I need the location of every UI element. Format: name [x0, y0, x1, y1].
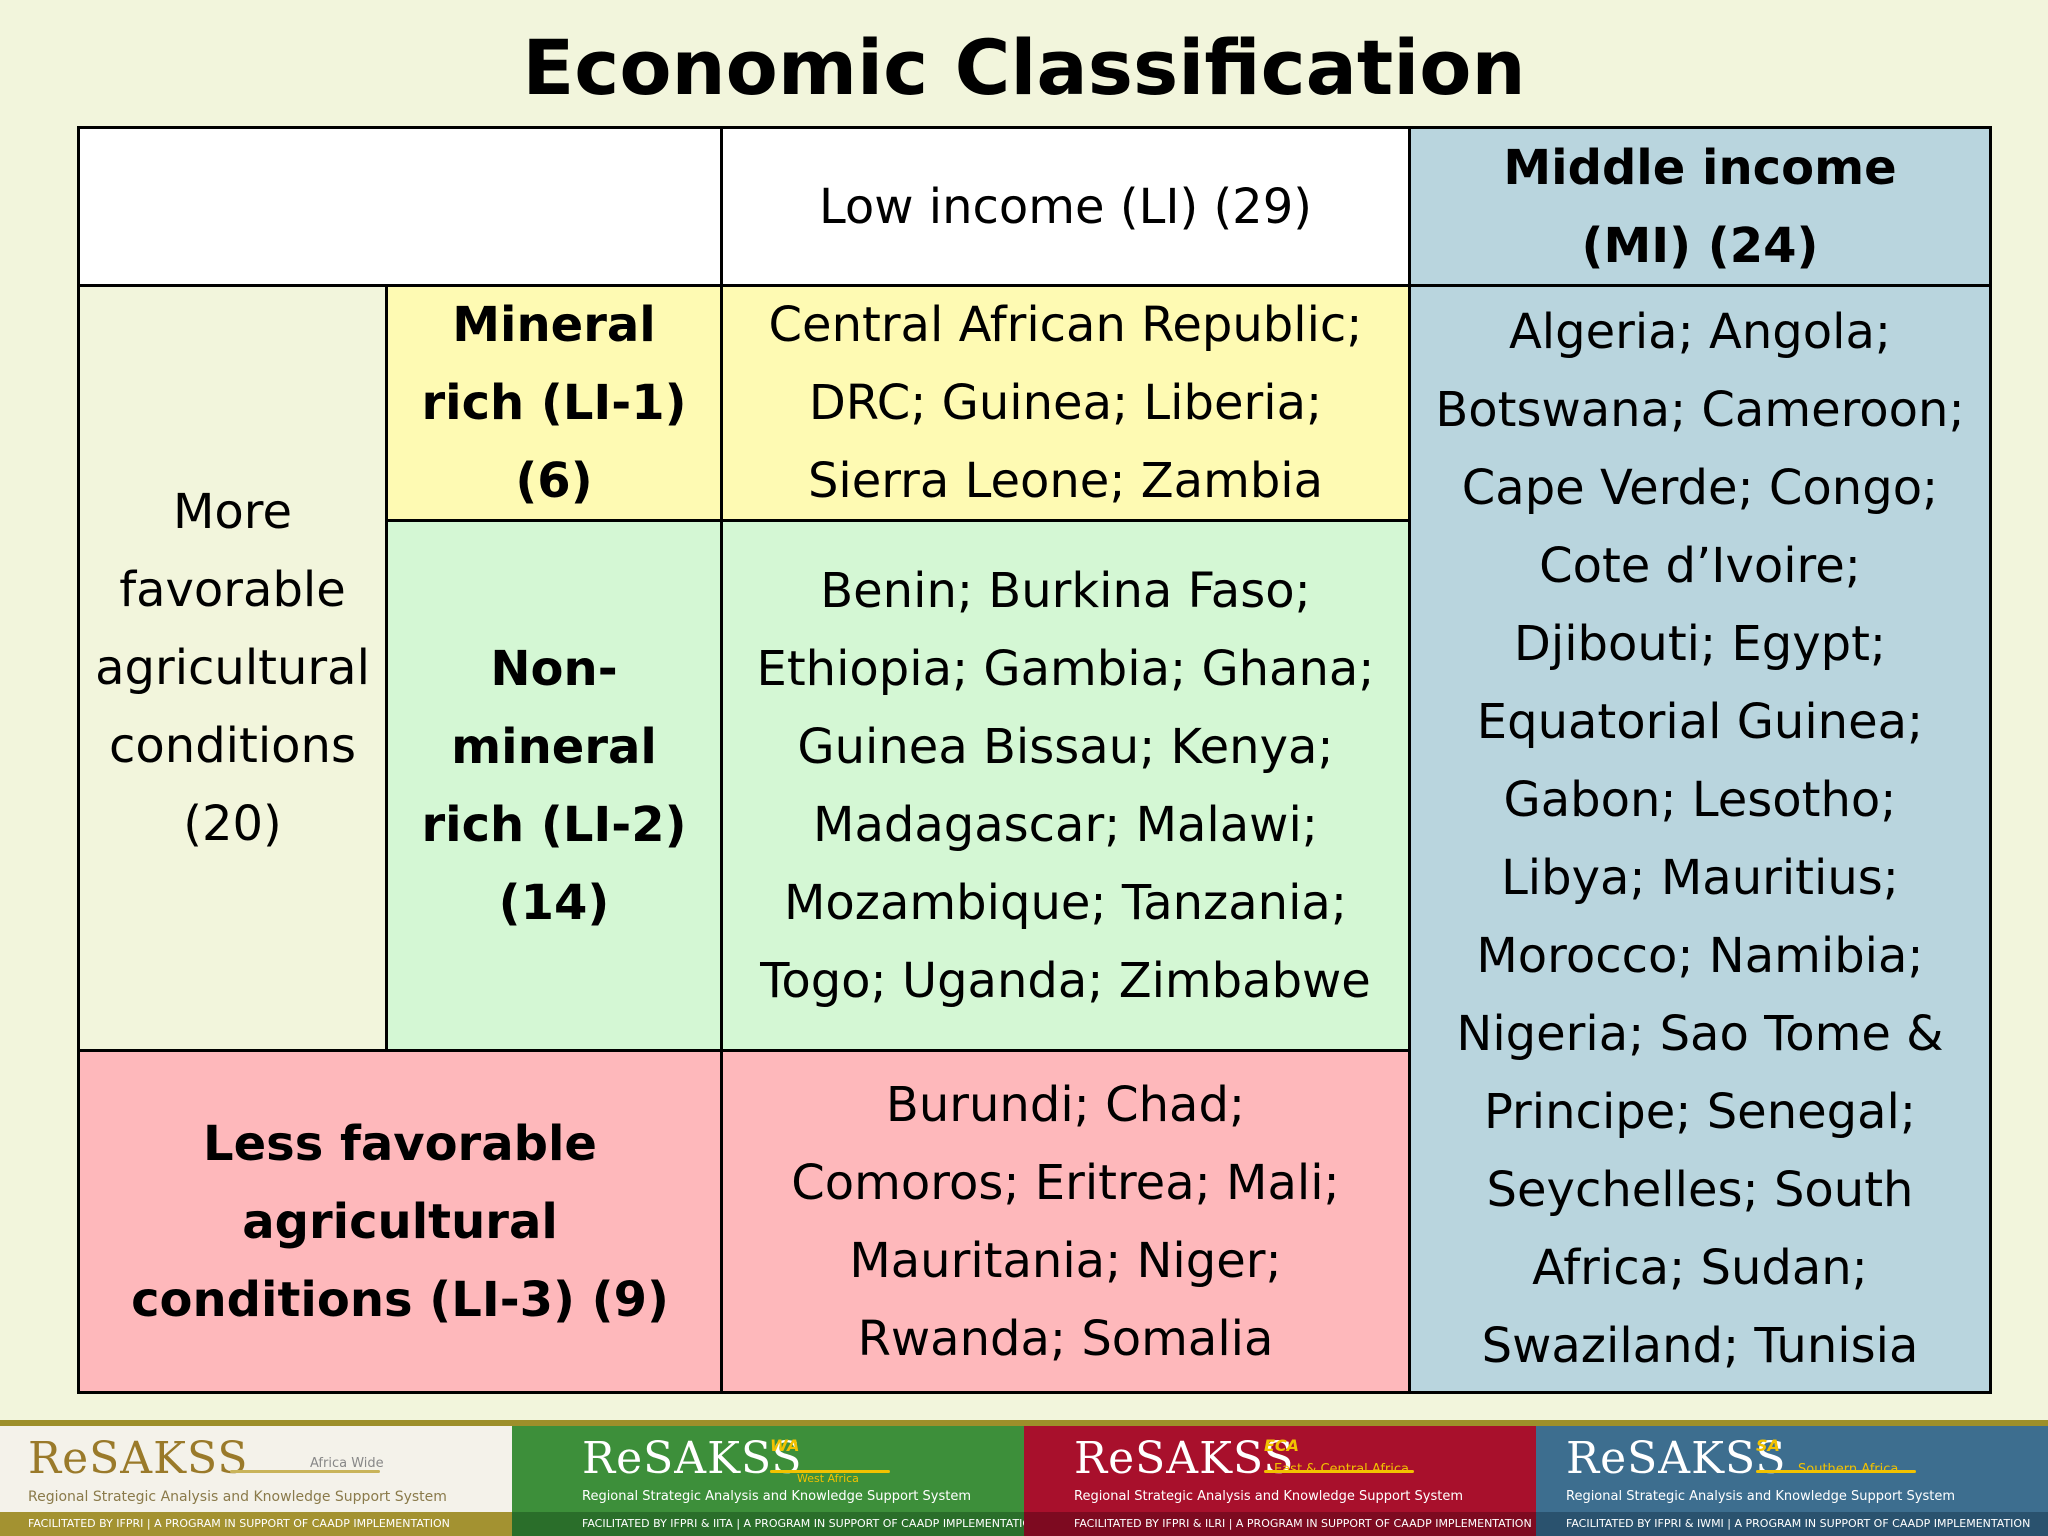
resakss-east-central-africa-logo: ReSAKSS ECA East & Central Africa Region…	[1024, 1420, 1536, 1536]
header-middle-income: Middle income (MI) (24)	[1411, 129, 1989, 287]
mi-countries: Algeria; Angola; Botswana; Cameroon; Cap…	[1411, 287, 1989, 1391]
swoosh-icon	[1756, 1470, 1916, 1473]
brand-sup: WA	[770, 1436, 800, 1455]
swoosh-icon	[1264, 1470, 1414, 1473]
brand-sup: SA	[1756, 1436, 1780, 1455]
region-text: East & Central Africa	[1274, 1462, 1409, 1477]
resakss-africa-wide-logo: ReSAKSS Africa Wide Regional Strategic A…	[0, 1420, 512, 1536]
resakss-west-africa-logo: ReSAKSS WA West Africa Regional Strategi…	[512, 1420, 1024, 1536]
li3-countries-text: Burundi; Chad; Comoros; Eritrea; Mali; M…	[791, 1076, 1340, 1367]
brand-text: ReSAKSS	[582, 1433, 803, 1484]
li1-label-text: Mineral rich (LI-1) (6)	[421, 297, 687, 509]
region-text: West Africa	[797, 1472, 859, 1485]
brand-text: ReSAKSS	[1566, 1433, 1787, 1484]
header-middle-income-text: Middle income (MI) (24)	[1503, 139, 1897, 274]
region-text: Southern Africa	[1798, 1462, 1899, 1477]
brand-text: ReSAKSS	[1074, 1433, 1295, 1484]
header-low-income: Low income (LI) (29)	[723, 129, 1411, 287]
li3-label: Less favorable agricultural conditions (…	[80, 1052, 723, 1391]
classification-table: Low income (LI) (29) Middle income (MI) …	[77, 126, 1992, 1394]
subtitle-text: Regional Strategic Analysis and Knowledg…	[28, 1489, 447, 1505]
li2-countries: Benin; Burkina Faso; Ethiopia; Gambia; G…	[723, 522, 1411, 1052]
li1-countries: Central African Republic; DRC; Guinea; L…	[723, 287, 1411, 522]
brand-sup: ECA	[1264, 1436, 1300, 1455]
header-empty-cell	[80, 129, 723, 287]
facilitated-text: FACILITATED BY IFPRI & ILRI | A PROGRAM …	[1024, 1512, 1536, 1536]
slide-title: Economic Classification	[522, 23, 1526, 112]
swoosh-icon	[230, 1470, 380, 1473]
facilitated-text: FACILITATED BY IFPRI & IWMI | A PROGRAM …	[1536, 1512, 2048, 1536]
more-favorable-label: More favorable agricultural conditions (…	[80, 287, 388, 1052]
more-favorable-text: More favorable agricultural conditions (…	[95, 484, 370, 852]
li2-countries-text: Benin; Burkina Faso; Ethiopia; Gambia; G…	[756, 562, 1375, 1009]
resakss-southern-africa-logo: ReSAKSS SA Southern Africa Regional Stra…	[1536, 1420, 2048, 1536]
region-text: Africa Wide	[310, 1456, 384, 1471]
li2-label: Non-mineral rich (LI-2) (14)	[388, 522, 723, 1052]
swoosh-icon	[770, 1470, 890, 1473]
li1-countries-text: Central African Republic; DRC; Guinea; L…	[768, 297, 1363, 509]
li3-countries: Burundi; Chad; Comoros; Eritrea; Mali; M…	[723, 1052, 1411, 1391]
subtitle-text: Regional Strategic Analysis and Knowledg…	[1074, 1489, 1463, 1504]
facilitated-text: FACILITATED BY IFPRI & IITA | A PROGRAM …	[512, 1512, 1024, 1536]
mi-countries-text: Algeria; Angola; Botswana; Cameroon; Cap…	[1435, 304, 1965, 1374]
facilitated-text: FACILITATED BY IFPRI | A PROGRAM IN SUPP…	[0, 1512, 512, 1536]
brand-text: ReSAKSS	[28, 1433, 249, 1484]
subtitle-text: Regional Strategic Analysis and Knowledg…	[1566, 1489, 1955, 1504]
li3-label-text: Less favorable agricultural conditions (…	[131, 1115, 669, 1328]
subtitle-text: Regional Strategic Analysis and Knowledg…	[582, 1489, 971, 1504]
header-low-income-text: Low income (LI) (29)	[819, 178, 1312, 235]
li2-label-text: Non-mineral rich (LI-2) (14)	[421, 640, 687, 931]
li1-label: Mineral rich (LI-1) (6)	[388, 287, 723, 522]
footer-logos: ReSAKSS Africa Wide Regional Strategic A…	[0, 1420, 2048, 1536]
